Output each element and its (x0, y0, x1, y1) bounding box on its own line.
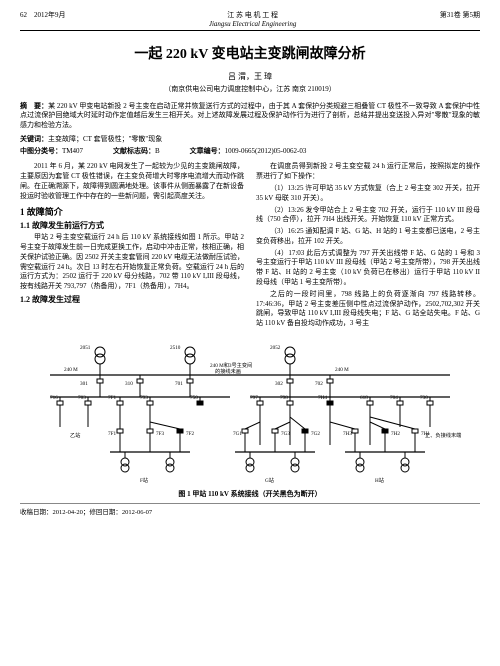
clc-label: 中图分类号： (20, 147, 62, 155)
para-r1: 在调度员得到新投 2 号主变空载 24 h 运行正常后，按照拟定的操作票进行了如… (256, 162, 480, 182)
paper-title: 一起 220 kV 变电站主变跳闸故障分析 (20, 43, 480, 63)
keywords: 关键词：主变故障；CT 套管极性；"零散"现象 (20, 134, 480, 144)
svg-text:7F1: 7F1 (108, 395, 116, 401)
page-num: 62 (20, 11, 27, 19)
svg-text:7G1: 7G1 (233, 431, 242, 437)
svg-text:701: 701 (175, 381, 183, 387)
kw-text: 主变故障；CT 套管极性；"零散"现象 (48, 135, 162, 143)
num-label: 文章编号： (190, 147, 225, 155)
item-1: （1）13:25 许可甲站 35 kV 方式恢复（合上 2 号主变 302 开关… (256, 184, 480, 204)
two-column-body: 2011 年 6 月，某 220 kV 电网发生了一起较为少见的主变跳闸故障，主… (20, 162, 480, 331)
left-column: 2011 年 6 月，某 220 kV 电网发生了一起较为少见的主变跳闸故障，主… (20, 162, 244, 331)
svg-text:7H4: 7H4 (318, 395, 327, 401)
svg-text:7H2: 7H2 (391, 431, 400, 437)
item-3: （3）16:25 通知配调 F 站、G 站、H 站的 1 号主变都已送电，2 号… (256, 227, 480, 247)
num-val: 1009-0665(2012)05-0062-03 (225, 147, 307, 155)
wiring-diagram: 2051 2510 2052 240 M 240 M 301 310 701 3… (30, 337, 470, 487)
svg-text:301: 301 (80, 381, 88, 387)
issue-date: 2012年9月 (34, 11, 66, 19)
abstract-text: 某 220 kV 甲变电站新投 2 号主变在启动正常并恢复送行方式的过程中，由于… (20, 102, 480, 129)
receipt-date: 收稿日期：2012-04-20；修回日期：2012-06-07 (20, 503, 480, 516)
svg-text:240 M: 240 M (335, 367, 349, 373)
para-1-1: 甲站 2 号主变空载运行 24 h 后 110 kV 系统接线如图 1 所示。甲… (20, 233, 244, 292)
svg-text:乙站: 乙站 (70, 431, 80, 439)
svg-text:750: 750 (190, 395, 198, 401)
svg-text:702: 702 (315, 381, 323, 387)
doc-val: B (155, 147, 160, 155)
svg-text:7G3: 7G3 (281, 431, 290, 437)
journal-en: Jiangsu Electrical Engineering (209, 20, 296, 28)
journal-cn: 江 苏 电 机 工 程 (227, 11, 278, 19)
abstract: 摘 要：某 220 kV 甲变电站新投 2 号主变在启动正常并恢复送行方式的过程… (20, 102, 480, 130)
svg-text:正、负接线末端: 正、负接线末端 (425, 431, 461, 439)
svg-text:240 M: 240 M (64, 367, 78, 373)
svg-text:798: 798 (280, 395, 288, 401)
vol-issue: 第31卷 第5期 (440, 10, 480, 28)
section-1: 1 故障简介 (20, 206, 244, 219)
svg-text:793: 793 (140, 395, 148, 401)
svg-text:H站: H站 (375, 476, 384, 484)
svg-text:7F1: 7F1 (108, 431, 116, 437)
doc-label: 文献标志码： (113, 147, 155, 155)
svg-text:2051: 2051 (80, 345, 91, 351)
svg-text:G站: G站 (265, 476, 274, 484)
kw-label: 关键词： (20, 135, 48, 143)
svg-text:716: 716 (50, 395, 58, 401)
abstract-label: 摘 要： (20, 102, 48, 110)
svg-text:704: 704 (390, 395, 398, 401)
section-1-2: 1.2 故障发生过程 (20, 294, 244, 305)
svg-text:703: 703 (78, 395, 86, 401)
para-r2: 之后的一段时间里，798 线路上的负荷逐渐向 797 线路转移。17:46:36… (256, 290, 480, 329)
section-1-1: 1.1 故障发生前运行方式 (20, 220, 244, 231)
svg-text:240 M和3号主变间: 240 M和3号主变间 (210, 361, 252, 369)
intro-para: 2011 年 6 月，某 220 kV 电网发生了一起较为少见的主变跳闸故障，主… (20, 162, 244, 201)
affiliation: （南京供电公司电力调度控制中心，江苏 南京 210019） (20, 84, 480, 94)
svg-text:7G2: 7G2 (311, 431, 320, 437)
svg-text:2510: 2510 (170, 345, 181, 351)
clc-val: TM407 (62, 147, 83, 155)
right-column: 在调度员得到新投 2 号主变空载 24 h 运行正常后，按照拟定的操作票进行了如… (256, 162, 480, 331)
item-2: （2）13:26 发令甲站合上 2 号主变 702 开关，运行于 110 kV … (256, 206, 480, 226)
page-header: 62 2012年9月 江 苏 电 机 工 程 Jiangsu Electrica… (20, 10, 480, 31)
figure-1: 2051 2510 2052 240 M 240 M 301 310 701 3… (20, 337, 480, 499)
figure-caption: 图 1 甲站 110 kV 系统接线（开关黑色为断开） (20, 489, 480, 499)
svg-text:797: 797 (250, 395, 258, 401)
svg-text:F站: F站 (140, 476, 148, 484)
svg-text:310: 310 (125, 381, 133, 387)
svg-text:的接线未画: 的接线未画 (215, 367, 241, 375)
svg-text:302: 302 (275, 381, 283, 387)
authors: 吕 渭，王 璋 (20, 71, 480, 82)
classification-row: 中图分类号：TM407 文献标志码：B 文章编号：1009-0665(2012)… (20, 146, 480, 156)
svg-text:7F3: 7F3 (156, 431, 164, 437)
item-4: （4）17:03 此后方式调整为 797 开关出线带 F 站、G 站的 1 号和… (256, 249, 480, 288)
svg-text:7F2: 7F2 (186, 431, 194, 437)
svg-text:7H3: 7H3 (343, 431, 352, 437)
svg-text:618: 618 (360, 395, 368, 401)
svg-text:2052: 2052 (270, 345, 281, 351)
svg-text:730: 730 (420, 395, 428, 401)
